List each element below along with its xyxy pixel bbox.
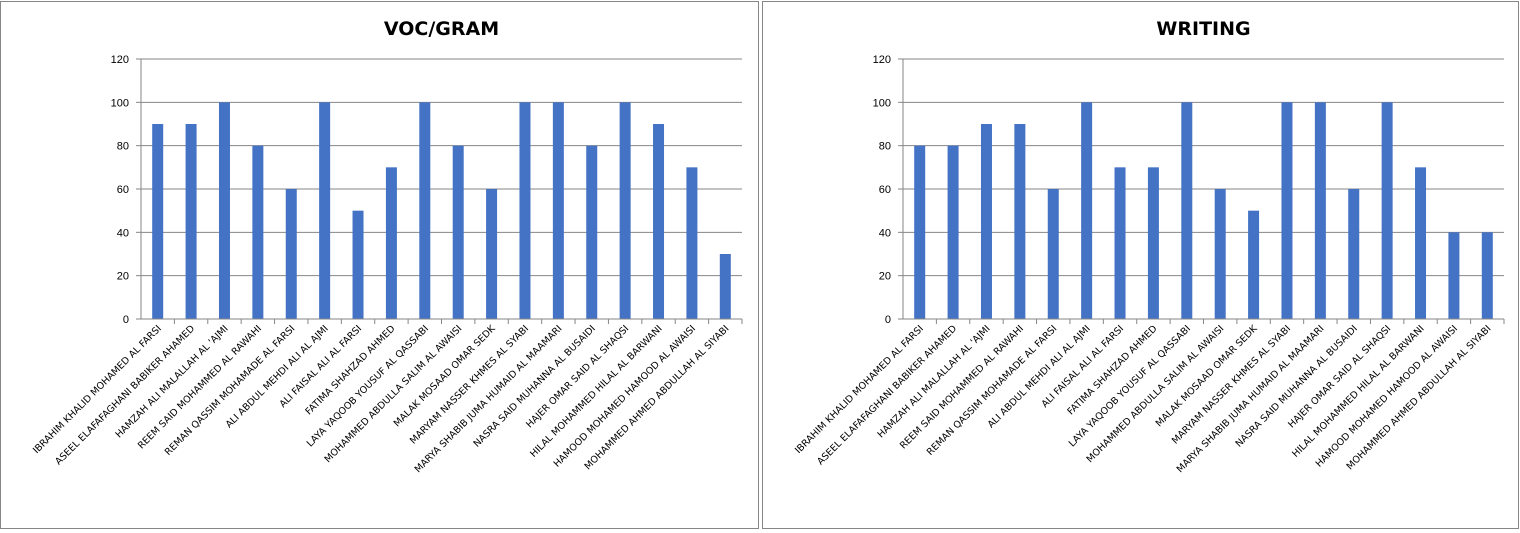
bar [1381, 102, 1393, 319]
y-tick-label: 100 [111, 97, 129, 109]
y-tick-label: 120 [873, 54, 891, 66]
bar [1114, 167, 1126, 319]
bar [152, 124, 164, 319]
bar [980, 124, 992, 319]
x-category-label: LAYA YAQOOB YOUSUF AL QASSABI [305, 323, 431, 449]
x-category-label: REEM SAID MOHAMMED AL RAWAHI [136, 323, 264, 451]
bar [1181, 102, 1193, 319]
y-tick-label: 20 [879, 271, 891, 283]
y-tick-label: 120 [111, 54, 129, 66]
bar [1081, 102, 1093, 319]
chart-writing: WRITING 0 20 40 60 80 100 120 IBRAHIM KHALID MOH… [762, 1, 1519, 529]
bar [1248, 210, 1260, 319]
chart-voc-gram: VOC/GRAM 0 20 40 60 80 100 120 IBRAHIM KHALID MO… [0, 1, 759, 529]
bar [486, 189, 498, 319]
bar [586, 145, 598, 319]
bar [385, 167, 397, 319]
bar [653, 124, 665, 319]
y-tick-label: 0 [123, 314, 129, 326]
bar [914, 145, 926, 319]
bar [1348, 189, 1360, 319]
bar [1481, 232, 1493, 319]
y-tick-label: 80 [879, 141, 891, 153]
bar [1281, 102, 1293, 319]
x-category-label: NASRA SAID MUHANNA AL BUSAIDI [472, 323, 598, 449]
y-tick-label: 60 [879, 184, 891, 196]
bar [252, 145, 264, 319]
bar [452, 145, 464, 319]
x-category-label: MARYAM NASSER KHMES AL SYABI [408, 323, 531, 446]
y-tick-label: 20 [117, 271, 129, 283]
bar [419, 102, 431, 319]
bar [947, 145, 959, 319]
bar [719, 254, 731, 319]
chart-title: WRITING [1156, 18, 1250, 40]
bar [1415, 167, 1427, 319]
x-category-label: NASRA SAID MUHANNA AL BUSAIDI [1234, 323, 1360, 449]
x-category-label: MARYAM NASSER KHMES AL SYABI [1170, 323, 1293, 446]
y-tick-label: 60 [117, 184, 129, 196]
bar [519, 102, 531, 319]
bar [218, 102, 230, 319]
bar [319, 102, 331, 319]
bar [1314, 102, 1326, 319]
y-tick-label: 40 [879, 227, 891, 239]
bar [1147, 167, 1159, 319]
bar [1214, 189, 1226, 319]
bar [552, 102, 564, 319]
y-tick-label: 0 [885, 314, 891, 326]
x-category-label: LAYA YAQOOB YOUSUF AL QASSABI [1067, 323, 1193, 449]
bar [1014, 124, 1026, 319]
y-tick-label: 100 [873, 97, 891, 109]
chart-title: VOC/GRAM [384, 18, 499, 40]
bar [1047, 189, 1059, 319]
y-tick-label: 40 [117, 227, 129, 239]
bar [619, 102, 631, 319]
bar [285, 189, 297, 319]
bar [1448, 232, 1460, 319]
x-category-label: REEM SAID MOHAMMED AL RAWAHI [898, 323, 1026, 451]
y-tick-label: 80 [117, 141, 129, 153]
bar [352, 210, 364, 319]
bar [185, 124, 197, 319]
bar [686, 167, 698, 319]
